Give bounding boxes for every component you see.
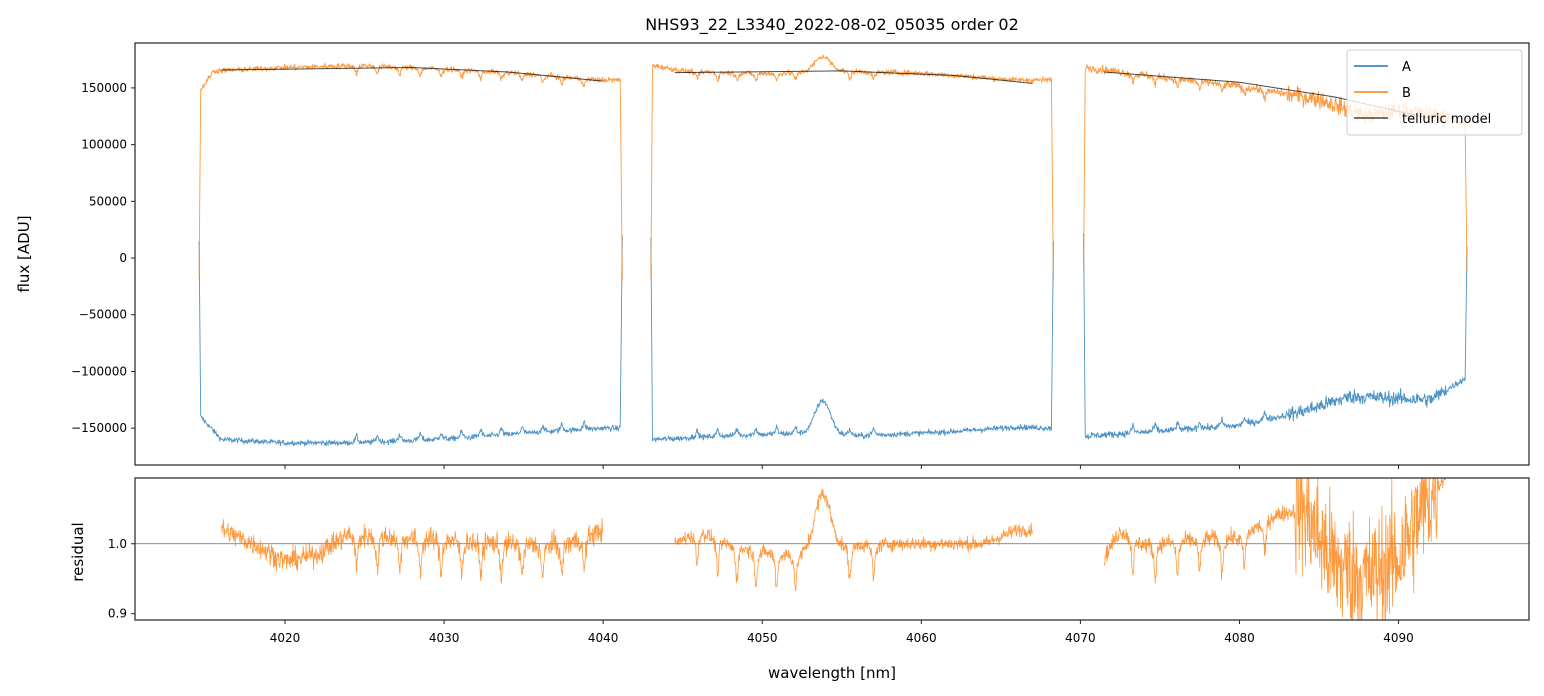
x-tick-label: 4020 bbox=[270, 631, 301, 645]
residual-y-tick-label: 1.0 bbox=[108, 537, 127, 551]
residual-plot-area bbox=[135, 478, 1529, 620]
x-tick-label: 4060 bbox=[906, 631, 937, 645]
residual-y-label: residual bbox=[69, 522, 87, 581]
series-b-seg-0 bbox=[198, 61, 623, 281]
x-tick-label: 4080 bbox=[1224, 631, 1255, 645]
series-b-seg-1 bbox=[650, 54, 1054, 281]
legend: A B telluric model bbox=[1346, 49, 1523, 136]
flux-y-tick-label: 50000 bbox=[89, 194, 127, 208]
flux-y-tick-label: −150000 bbox=[71, 421, 127, 435]
flux-y-label: flux [ADU] bbox=[15, 215, 33, 292]
telluric-model-line-seg-1 bbox=[674, 70, 1033, 84]
x-tick-label: 4070 bbox=[1065, 631, 1096, 645]
x-tick-label: 4040 bbox=[588, 631, 619, 645]
telluric-model-line-seg-0 bbox=[221, 66, 604, 82]
series-a-seg-1 bbox=[650, 237, 1054, 443]
residual-series-seg-2 bbox=[1103, 478, 1446, 620]
legend-label-telluric: telluric model bbox=[1402, 112, 1491, 127]
flux-y-tick-label: 150000 bbox=[81, 81, 127, 95]
flux-y-tick-label: 0 bbox=[119, 251, 127, 265]
residual-series-seg-0 bbox=[221, 517, 604, 584]
flux-axes-frame bbox=[134, 42, 1530, 466]
flux-y-tick-label: −100000 bbox=[71, 364, 127, 378]
chart-title: NHS93_22_L3340_2022-08-02_05035 order 02 bbox=[645, 15, 1019, 35]
legend-label-b: B bbox=[1402, 86, 1411, 101]
x-axis-label: wavelength [nm] bbox=[768, 664, 896, 682]
flux-y-tick-label: −50000 bbox=[79, 308, 127, 322]
x-tick-label: 4090 bbox=[1383, 631, 1414, 645]
residual-axes-frame bbox=[134, 477, 1530, 621]
flux-y-tick-label: 100000 bbox=[81, 138, 127, 152]
x-tick-label: 4050 bbox=[747, 631, 778, 645]
flux-plot-area bbox=[198, 54, 1468, 447]
legend-box bbox=[1346, 49, 1523, 136]
legend-label-a: A bbox=[1402, 60, 1411, 75]
series-a-seg-0 bbox=[198, 235, 623, 447]
series-a-seg-2 bbox=[1083, 233, 1468, 440]
x-tick-label: 4030 bbox=[429, 631, 460, 645]
residual-y-tick-label: 0.9 bbox=[108, 607, 127, 621]
residual-series-seg-1 bbox=[674, 488, 1033, 591]
